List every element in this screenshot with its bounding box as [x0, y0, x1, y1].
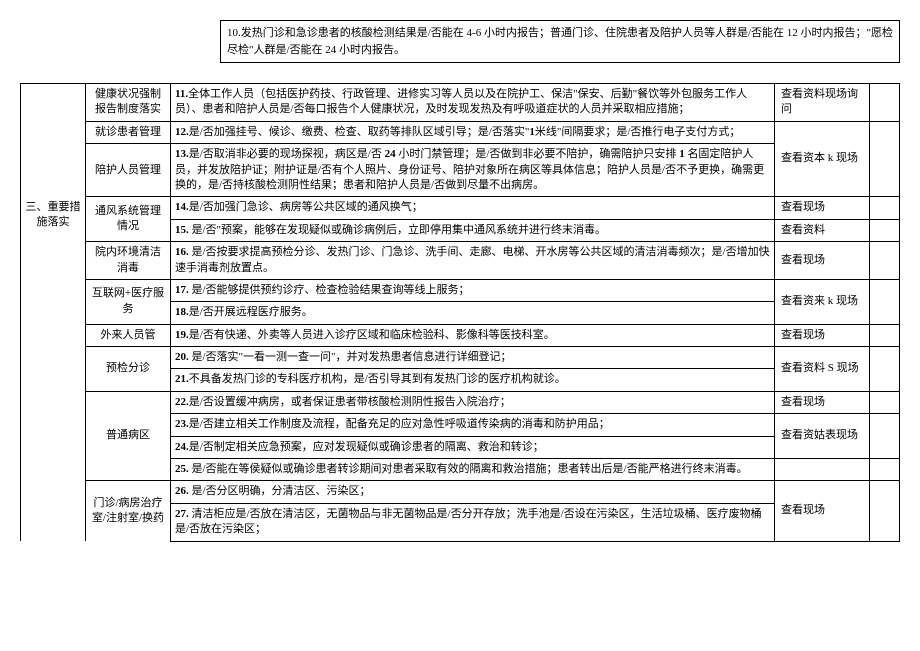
row-15: 15. 是/否"预案，能够在发现疑似或确诊病例后，立即停用集中通风系统并进行终末… [171, 219, 775, 241]
check-16: 查看现场 [775, 242, 870, 280]
cat-health: 健康状况强制报告制度落实 [86, 84, 171, 122]
cat-patient: 就诊患者管理 [86, 121, 171, 143]
check-20: 查看资料 S 现场 [775, 347, 870, 392]
check-22: 查看现场 [775, 391, 870, 413]
row-25: 25. 是/否能在等侯疑似或确诊患者转诊期间对患者采取有效的隔离和救治措施；患者… [171, 459, 775, 481]
top-note-text: 10.发热门诊和急诊患者的核酸检测结果是/否能在 4-6 小时内报告；普通门诊、… [227, 27, 893, 56]
row-22: 22.是/否设置缓冲病房，或者保证患者带核酸检测阴性报告入院治疗； [171, 391, 775, 413]
cat-presort: 预检分诊 [86, 347, 171, 392]
row-27: 27. 清洁柜应是/否放在清洁区，无菌物品与非无菌物品是/否分开存放；洗手池是/… [171, 503, 775, 541]
row-18: 18.是/否开展远程医疗服务。 [171, 302, 775, 324]
check-12: 查看资本 k 现场 [775, 121, 870, 197]
check-19: 查看现场 [775, 324, 870, 346]
row-21: 21.不具备发热门诊的专科医疗机构，是/否引导其到有发热门诊的医疗机构就诊。 [171, 369, 775, 391]
row-26: 26. 是/否分区明确，分清洁区、污染区； [171, 481, 775, 503]
cat-room: 门诊/病房治疗室/注射室/换药 [86, 481, 171, 541]
check-23: 查看资姑表现场 [775, 414, 870, 459]
row-19: 19.是/否有快递、外卖等人员进入诊疗区域和临床检验科、影像科等医技科室。 [171, 324, 775, 346]
check-17: 查看资来 k 现场 [775, 279, 870, 324]
row-23: 23.是/否建立相关工作制度及流程，配备充足的应对急性呼吸道传染病的消毒和防护用… [171, 414, 775, 436]
row-20: 20. 是/否落实"一看一测一查一问"，并对发热患者信息进行详细登记； [171, 347, 775, 369]
inspection-table: 三、重要措施落实 健康状况强制报告制度落实 11.11.全体工作人员（包括医护药… [20, 83, 900, 542]
check-11: 查看资料现场询问 [775, 84, 870, 122]
row-17: 17. 是/否能够提供预约诊疗、检查检验结果查询等线上服务； [171, 279, 775, 301]
cat-escort: 陪护人员管理 [86, 144, 171, 197]
row-14: 14.是/否加强门急诊、病房等公共区域的通风换气； [171, 197, 775, 219]
end-cell [870, 84, 900, 122]
row-12: 12.是/否加强挂号、候诊、缴费、检查、取药等排队区域引导；是/否落实"1米线"… [171, 121, 775, 143]
cat-outside: 外来人员管 [86, 324, 171, 346]
top-note-box: 10.发热门诊和急诊患者的核酸检测结果是/否能在 4-6 小时内报告；普通门诊、… [220, 20, 900, 63]
section-label: 三、重要措施落实 [26, 201, 81, 228]
row-13: 13.是/否取消非必要的现场探视，病区是/否 24 小时门禁管理；是/否做到非必… [171, 144, 775, 197]
cat-clean: 院内环境清洁消毒 [86, 242, 171, 280]
row-11: 11.11.全体工作人员（包括医护药技、行政管理、进修实习等人员以及在院护工、保… [171, 84, 775, 122]
check-26: 查看现场 [775, 481, 870, 541]
cat-ward: 普通病区 [86, 391, 171, 481]
cat-vent: 通风系统管理情况 [86, 197, 171, 242]
check-15: 查看资料 [775, 219, 870, 241]
cat-net: 互联网+医疗服务 [86, 279, 171, 324]
check-14: 查看现场 [775, 197, 870, 219]
row-24: 24.是/否制定相关应急预案，应对发现疑似或确诊患者的隔离、救治和转诊； [171, 436, 775, 458]
section-cell-2 [21, 347, 86, 542]
section-cell: 三、重要措施落实 [21, 84, 86, 347]
row-16: 16. 是/否按要求提高预检分诊、发热门诊、门急诊、洗手间、走廊、电梯、开水房等… [171, 242, 775, 280]
